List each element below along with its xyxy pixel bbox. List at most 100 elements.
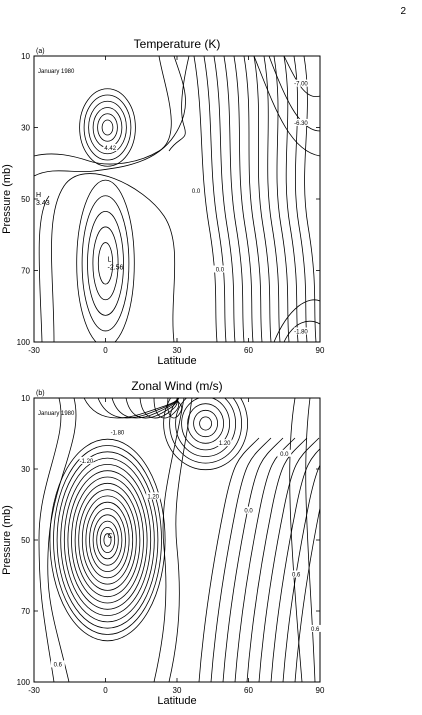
panel-1-contour-line xyxy=(56,451,159,629)
panel-0-extremum-marker: H xyxy=(36,192,41,199)
panel-1-contour-line xyxy=(85,501,130,579)
panel-1-contour-line xyxy=(294,506,320,682)
panel-0-contour-line xyxy=(92,226,119,301)
panel-1-contour-line xyxy=(96,520,119,560)
panel-0-contour-label: 4.42 xyxy=(104,146,116,152)
panel-0-contour-line xyxy=(253,56,272,342)
panel-0-y-tick-label: 70 xyxy=(21,267,30,276)
panel-0-contour-line xyxy=(38,195,50,342)
panel-0-contour-line xyxy=(213,56,236,342)
panel-0-contour-line xyxy=(223,56,245,342)
panel-0-date-label: January 1980 xyxy=(38,69,75,75)
panel-1-contour-label: 0.0 xyxy=(280,452,289,458)
panel-1-x-tick-label: 90 xyxy=(316,686,325,695)
panel-1-contour-line xyxy=(67,470,148,610)
panel-0-contour-label: 0.0 xyxy=(192,189,201,195)
panel-1-contour-line xyxy=(78,489,137,591)
panel-1-contour-label: 1.20 xyxy=(219,441,231,447)
panel-1-contour-line xyxy=(153,398,185,682)
panel-0-extremum-marker: L xyxy=(108,256,112,263)
panel-1-chart-title: Zonal Wind (m/s) xyxy=(131,379,222,393)
panel-1-contour-line xyxy=(175,398,236,457)
panel-0-y-tick-label: 50 xyxy=(21,195,30,204)
panel-1-contour-line xyxy=(258,437,320,682)
panel-1-contour-line xyxy=(47,398,77,682)
panel-0-panel-label: (a) xyxy=(36,48,45,55)
panel-0-contour-line xyxy=(81,195,130,332)
panel-0-contour-line xyxy=(193,56,218,342)
panel-1-x-tick-label: 30 xyxy=(173,686,182,695)
panel-1-contour-label-bg xyxy=(277,449,292,457)
panel-0-y-tick-label: 10 xyxy=(21,52,30,61)
panel-1-panel-label: (b) xyxy=(36,390,45,397)
panel-1-contour-label-bg xyxy=(146,492,161,500)
panel-1-contour-line xyxy=(168,398,193,682)
panel-1-x-tick-label: -30 xyxy=(28,686,40,695)
panel-0-contour-label-bg xyxy=(293,118,308,126)
panel-1-contour-line xyxy=(92,514,123,566)
panel-0-y-tick-label: 100 xyxy=(17,338,31,347)
panel-0-contour-line xyxy=(168,56,190,152)
panel-0-contour-line xyxy=(303,56,317,342)
panel-1-contour-label-bg xyxy=(241,506,256,514)
panel-0-plot-frame xyxy=(33,55,321,343)
panel-0-x-axis-label: Latitude xyxy=(157,355,196,367)
panel-0-contour-line xyxy=(34,56,172,165)
panel-1-date-label: January 1980 xyxy=(38,411,75,417)
panel-1-contour-line xyxy=(74,482,141,598)
panel-1-contour-line xyxy=(49,438,166,642)
panel-0-contour-line xyxy=(76,179,135,342)
panel-1-contour-line xyxy=(81,495,134,585)
panel-0-contour-line xyxy=(233,56,254,342)
panel-0-contour-line xyxy=(87,210,124,316)
panel-1-contour-line xyxy=(282,464,320,682)
panel-0-contour-label: 0.0 xyxy=(216,268,225,274)
panel-1-contour-line xyxy=(163,398,248,471)
panel-0-contour-line xyxy=(88,100,127,155)
panel-0-contour-label-bg xyxy=(293,79,308,87)
panel-1-y-tick-label: 100 xyxy=(17,678,31,687)
panel-1-y-tick-label: 30 xyxy=(21,465,30,474)
panel-1-contour-label: 0.6 xyxy=(54,662,63,668)
panel-1-contour-label: -1.80 xyxy=(111,431,125,437)
panel-1-contour-label-bg xyxy=(110,428,125,436)
panel-1-contour-line xyxy=(71,476,144,604)
panel-1-contour-lines xyxy=(38,398,320,682)
panel-0-contour-label: -6.30 xyxy=(294,121,308,127)
panel-0-contour-lines xyxy=(34,56,320,342)
panel-0-x-tick-label: 60 xyxy=(244,346,253,355)
panel-0-contour-label: -7.00 xyxy=(294,82,308,88)
panel-1-contour-label-bg xyxy=(289,570,304,578)
panel-1-contour-line xyxy=(222,437,284,682)
panel-1-contour-line xyxy=(169,398,242,464)
panel-1-y-tick-label: 50 xyxy=(21,536,30,545)
panel-1-contour-line xyxy=(181,398,230,451)
panel-1-contour-line xyxy=(305,398,316,682)
panel-0-contour-line xyxy=(273,56,290,342)
panel-1-contour-label: 0.6 xyxy=(292,573,301,579)
panel-1-x-axis-label: Latitude xyxy=(157,695,196,707)
panel-1-plot-frame xyxy=(33,397,321,683)
panel-1-contour-line xyxy=(63,463,152,616)
panel-1-contour-label-bg xyxy=(79,456,94,464)
panel-1-y-tick-label: 10 xyxy=(21,394,30,403)
panel-0-contour-label: -1.80 xyxy=(294,329,308,335)
panel-0-y-tick-label: 30 xyxy=(21,124,30,133)
panel-1-y-axis-label: Pressure (mb) xyxy=(1,505,13,575)
panel-1-contour-label-bg xyxy=(308,624,323,632)
panel-0-extremum-value: 3.43 xyxy=(36,200,50,207)
panel-1-contour-label: 1.20 xyxy=(147,494,159,500)
panel-1-contour-line xyxy=(38,398,62,682)
panel-1-contour-label-bg xyxy=(50,660,65,668)
panel-0-contour-line xyxy=(97,113,118,142)
panel-0-contour-line xyxy=(83,94,132,161)
panel-1-extremum-marker: C xyxy=(108,533,113,540)
panel-1-contour-label: 0.6 xyxy=(311,627,320,633)
panel-1-contour-line xyxy=(53,445,162,635)
panel-0-x-tick-label: -30 xyxy=(28,346,40,355)
panel-1-x-tick-label: 60 xyxy=(244,686,253,695)
panel-1-contour-line xyxy=(187,403,225,444)
panel-1-contour-line xyxy=(199,416,213,431)
panel-1-contour-line xyxy=(153,398,180,419)
